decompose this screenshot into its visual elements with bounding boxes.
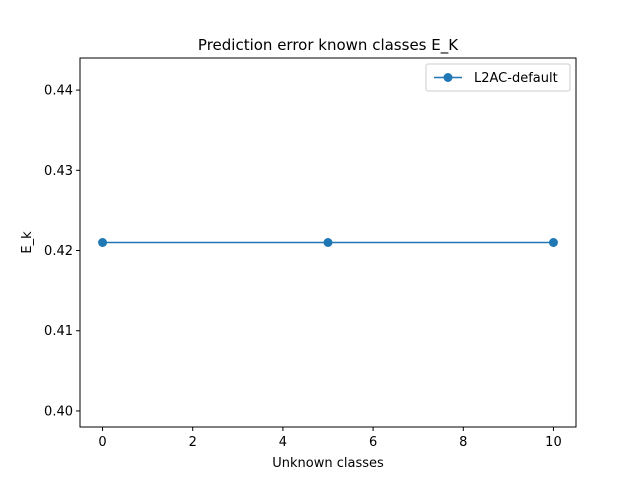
y-axis: 0.40 0.41 0.42 0.43 0.44 <box>44 84 80 419</box>
y-tick-label: 0.42 <box>44 244 73 259</box>
x-axis: 0 2 4 6 8 10 <box>98 427 562 450</box>
data-point <box>98 238 108 247</box>
x-tick-label: 6 <box>369 435 377 450</box>
x-tick-label: 8 <box>459 435 467 450</box>
y-tick-label: 0.40 <box>44 404 73 419</box>
legend-box <box>425 63 571 92</box>
legend-marker-swatch <box>443 73 453 82</box>
legend-entry-label: L2AC-default <box>474 71 558 86</box>
y-axis-label: E_k <box>20 231 35 254</box>
legend: L2AC-default <box>425 63 571 92</box>
series-layer <box>98 238 558 247</box>
x-tick-label: 10 <box>545 435 562 450</box>
x-axis-label: Unknown classes <box>272 456 384 471</box>
y-tick-label: 0.44 <box>44 84 73 99</box>
x-tick-label: 4 <box>279 435 287 450</box>
y-tick-label: 0.41 <box>44 324 73 339</box>
data-point <box>323 238 333 247</box>
x-tick-label: 2 <box>189 435 197 450</box>
chart-title: Prediction error known classes E_K <box>198 36 459 55</box>
y-tick-label: 0.43 <box>44 164 73 179</box>
x-tick-label: 0 <box>98 435 106 450</box>
data-point <box>548 238 558 247</box>
